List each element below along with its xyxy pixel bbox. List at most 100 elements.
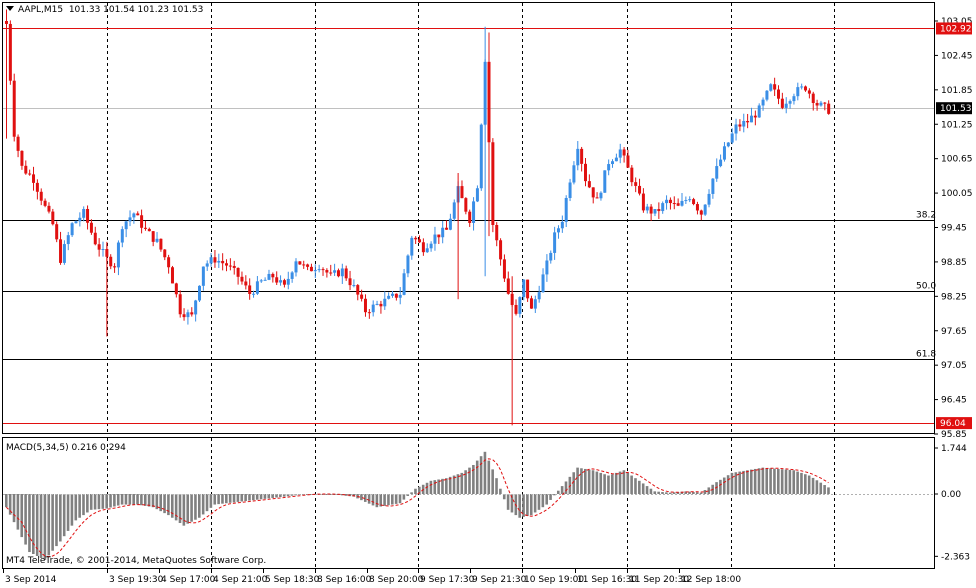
candle (20, 150, 24, 170)
macd-bar (59, 494, 62, 542)
candle (726, 142, 730, 148)
macd-bar (259, 494, 263, 500)
candle (391, 290, 394, 298)
candle-body (649, 206, 653, 214)
candle-body (448, 218, 452, 230)
macd-bar (630, 475, 633, 494)
candle-body (248, 285, 252, 294)
candle-body (638, 185, 642, 194)
candle (178, 290, 182, 318)
candle (425, 243, 429, 253)
candle (472, 197, 476, 231)
candle (194, 299, 198, 322)
candle (217, 253, 221, 268)
macd-bar (445, 478, 448, 494)
macd-bar (20, 494, 24, 538)
macd-bar (136, 494, 139, 505)
candle-body (336, 270, 340, 277)
candle-body (599, 192, 603, 199)
candle-body (584, 163, 587, 182)
macd-bar (89, 494, 93, 510)
candle-body (784, 103, 788, 108)
candle-body (167, 257, 171, 268)
candle-body (688, 199, 692, 201)
candle-body (128, 217, 132, 222)
candle (827, 100, 831, 115)
candle-body (580, 148, 584, 164)
macd-bar (749, 469, 753, 494)
horizontal-lines (3, 28, 934, 424)
candle (703, 204, 707, 216)
candle (769, 83, 773, 92)
candle (325, 268, 329, 278)
macd-bar (556, 490, 560, 494)
candle-body (587, 181, 591, 188)
macd-bar (614, 472, 618, 494)
macd-bar (622, 470, 626, 494)
candle (198, 285, 201, 302)
chart-header[interactable]: AAPL,M15 101.33 101.54 101.23 101.53 (6, 5, 203, 15)
macd-bar (340, 494, 344, 496)
candle-body (252, 293, 256, 295)
candle (101, 241, 105, 257)
macd-tick-label: -2.363 (941, 552, 970, 562)
macd-bar (167, 494, 170, 516)
candle (59, 231, 63, 265)
macd-bar (734, 472, 738, 494)
candle (715, 158, 719, 182)
candle (823, 101, 827, 111)
macd-bar (460, 472, 464, 494)
macd-bar (553, 494, 556, 496)
price-tick-label: 97.05 (941, 361, 967, 371)
candle (437, 234, 441, 245)
candle-body (302, 264, 306, 266)
candle-body (221, 260, 225, 264)
candle (147, 227, 151, 232)
candle (402, 268, 406, 296)
candle (51, 208, 55, 226)
candle-body (464, 198, 468, 212)
candle (491, 138, 495, 233)
macd-bar (143, 494, 147, 506)
macd-bar (788, 469, 792, 494)
fibonacci-label: 50.0 (916, 282, 936, 292)
candle-body (522, 279, 526, 298)
dropdown-arrow-icon[interactable] (6, 6, 14, 11)
macd-bar (147, 494, 151, 507)
candle-body (244, 281, 248, 286)
candle (74, 220, 78, 224)
candle-body (329, 272, 333, 274)
candle-body (205, 263, 209, 267)
macd-bar (819, 482, 823, 494)
price-badge-label: 96.04 (940, 419, 966, 429)
macd-bar (120, 494, 124, 505)
candle (599, 191, 603, 201)
candle (55, 221, 59, 243)
candle-body (43, 200, 47, 206)
candle (248, 278, 252, 300)
macd-histogram (3, 451, 934, 560)
candle-body (182, 314, 186, 318)
ohlc-values: 101.33 101.54 101.23 101.53 (68, 5, 204, 15)
macd-bar (564, 481, 568, 494)
candle (638, 178, 642, 196)
candle-body (51, 211, 55, 225)
price-tick-label: 101.25 (941, 120, 973, 130)
macd-bar (39, 494, 43, 558)
macd-bar (587, 469, 591, 494)
candle-body (198, 285, 201, 301)
price-tick-label: 95.85 (941, 430, 967, 440)
macd-bar (35, 494, 39, 556)
macd-bar (541, 494, 545, 508)
candle-body (433, 234, 437, 244)
macd-bar (379, 494, 383, 507)
time-tick-label: 11 Sep 20:30 (629, 575, 689, 585)
candle (186, 309, 190, 325)
macd-bar (132, 494, 135, 505)
candle (151, 230, 155, 247)
candle-body (62, 244, 66, 263)
macd-bar (657, 491, 660, 494)
candle (43, 198, 47, 208)
macd-bar (62, 494, 66, 537)
